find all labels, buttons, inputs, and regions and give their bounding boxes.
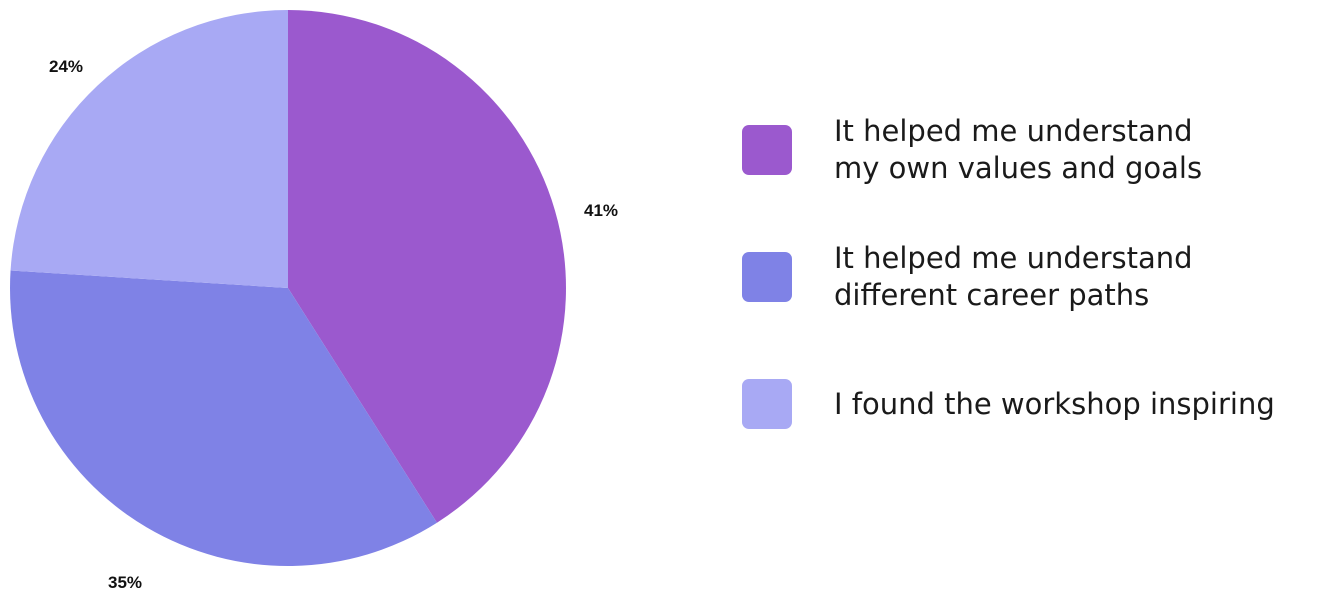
- legend-label: I found the workshop inspiring: [834, 386, 1275, 421]
- legend-swatch: [742, 125, 792, 175]
- slice-inspiring: [10, 10, 289, 288]
- value-label: 41%: [584, 201, 618, 220]
- legend-label: It helped me understand different career…: [834, 241, 1193, 312]
- value-label: 24%: [49, 57, 83, 76]
- pie-slices: [10, 10, 566, 566]
- legend-swatch: [742, 379, 792, 429]
- slice-values-goals: [288, 10, 566, 523]
- pie-value-labels: 41% 35% 24%: [49, 57, 618, 592]
- legend-label: It helped me understand my own values an…: [834, 114, 1203, 185]
- legend-item-career-paths: It helped me understand different career…: [742, 241, 1342, 312]
- legend-item-values-goals: It helped me understand my own values an…: [742, 114, 1342, 185]
- legend-swatch: [742, 252, 792, 302]
- slice-career-paths: [10, 270, 437, 566]
- legend: It helped me understand my own values an…: [742, 114, 1342, 436]
- legend-item-inspiring: I found the workshop inspiring: [742, 372, 1342, 436]
- value-label: 35%: [108, 573, 142, 592]
